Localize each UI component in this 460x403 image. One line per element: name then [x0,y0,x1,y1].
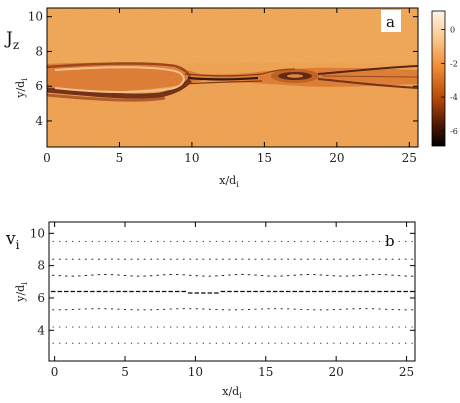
panel-a: 0 5 10 15 20 25 4 6 8 10 Jz a y/di x/di 0 -2 -4 -6 [4,7,458,189]
panel-a-ylabel: y/di [14,78,29,99]
colorbar-tick-label: 0 [450,26,455,35]
panel-b-quantity: vi [5,229,20,252]
colorbar-tick-label: -6 [450,127,458,136]
panel-a-frame [46,7,419,148]
panel-a-ticks: 0 5 10 15 20 25 4 6 8 10 [28,8,418,165]
colorbar: 0 -2 -4 -6 [431,10,458,147]
panel-b-ytick-label: 8 [37,259,45,273]
panel-b-ytick-label: 4 [37,323,45,337]
panel-b-xtick-label: 20 [329,365,344,379]
panel-b: 0 5 10 15 20 25 4 6 8 10 vi b y/di x/di [5,221,416,400]
panel-b-ytick-label: 10 [30,226,45,240]
panel-a-xtick-label: 20 [329,151,344,165]
colorbar-ticks: 0 -2 -4 -6 [441,26,458,136]
panel-a-xtick-label: 25 [402,151,417,165]
panel-a-xtick-label: 5 [116,151,124,165]
panel-a-ytick-label: 10 [28,10,43,24]
panel-b-frame [48,221,416,362]
panel-a-quantity: Jz [4,29,19,52]
panel-b-xtick-label: 10 [188,365,203,379]
panel-a-ytick-label: 6 [35,79,43,93]
panel-a-letter: a [386,13,395,31]
velocity-vector-field [50,240,415,344]
panel-a-xlabel: x/di [219,174,239,189]
panel-a-xtick-label: 15 [257,151,272,165]
panel-a-ytick-label: 8 [35,44,43,58]
panel-a-ytick-label: 4 [35,114,43,128]
panel-b-xtick-label: 0 [51,365,59,379]
colorbar-tick-label: -4 [450,93,458,102]
panel-b-ytick-label: 6 [37,291,45,305]
panel-b-ticks: 0 5 10 15 20 25 4 6 8 10 [30,222,415,379]
panel-a-letter-box: a [381,10,401,32]
panel-b-xtick-label: 15 [258,365,273,379]
panel-b-xtick-label: 5 [121,365,129,379]
colorbar-tick-label: -2 [450,59,458,68]
panel-a-xtick-label: 10 [184,151,199,165]
panel-b-xlabel: x/di [222,385,242,400]
panel-b-ylabel: y/di [14,282,29,303]
panel-b-letter: b [385,232,395,250]
colorbar-gradient [431,10,446,147]
panel-b-xtick-label: 25 [399,365,414,379]
panel-a-xtick-label: 0 [43,151,51,165]
current-density-map [47,8,418,147]
